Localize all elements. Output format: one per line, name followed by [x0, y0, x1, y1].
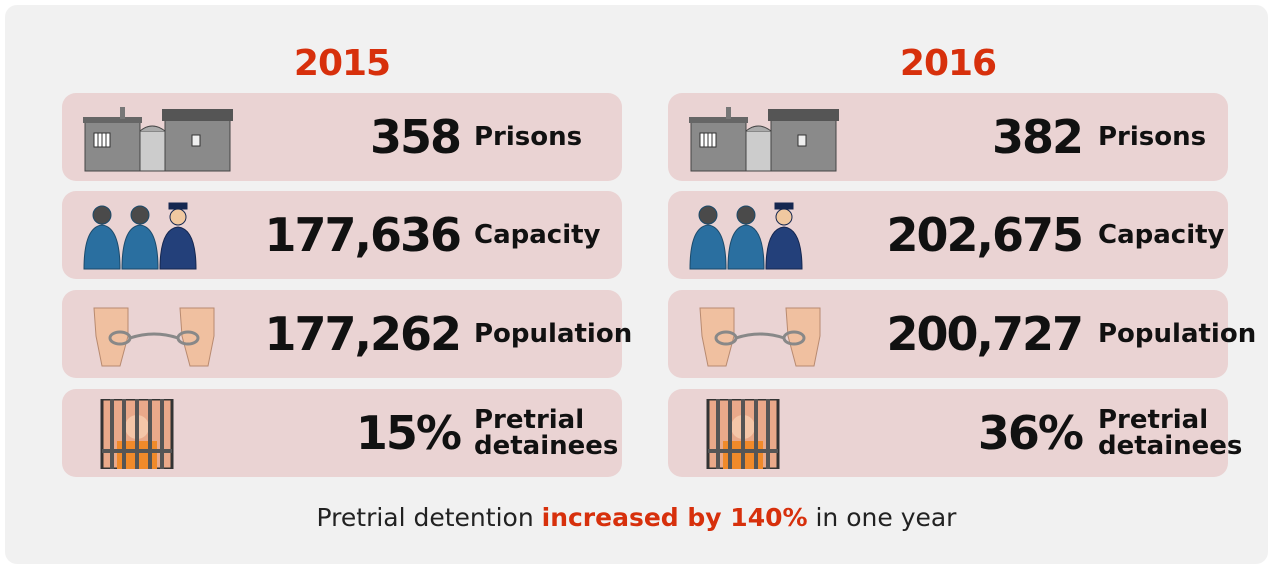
stat-label: Prisons	[1098, 93, 1263, 181]
stat-value: 382	[992, 93, 1082, 181]
stat-row: 15%Pretrial detainees	[62, 389, 622, 477]
infographic: Pretrial detention increased by 140% in …	[5, 5, 1268, 564]
icon	[686, 201, 846, 271]
footer-text: Pretrial detention	[317, 503, 534, 532]
stat-value: 200,727	[886, 290, 1082, 378]
stat-value: 358	[370, 93, 460, 181]
stat-label: Population	[474, 290, 639, 378]
stat-row: 36%Pretrial detainees	[668, 389, 1228, 477]
year-heading: 2016	[668, 43, 1228, 84]
icon	[80, 103, 240, 173]
stat-label: Prisons	[474, 93, 639, 181]
icon	[686, 399, 846, 469]
footer: Pretrial detention increased by 140% in …	[5, 503, 1268, 532]
icon	[686, 103, 846, 173]
icon	[80, 300, 240, 370]
icon	[686, 300, 846, 370]
stat-label: Capacity	[474, 191, 639, 279]
year-heading: 2015	[62, 43, 622, 84]
stat-value: 15%	[356, 389, 460, 477]
stat-label: Pretrial detainees	[1098, 389, 1263, 477]
stat-value: 177,636	[264, 191, 460, 279]
footer-text: in one year	[815, 503, 956, 532]
icon	[80, 201, 240, 271]
stat-label: Capacity	[1098, 191, 1263, 279]
footer-highlight: increased by 140%	[542, 503, 808, 532]
stat-label: Population	[1098, 290, 1263, 378]
stat-value: 36%	[978, 389, 1082, 477]
icon	[80, 399, 240, 469]
stat-value: 177,262	[264, 290, 460, 378]
stat-value: 202,675	[886, 191, 1082, 279]
stat-label: Pretrial detainees	[474, 389, 639, 477]
